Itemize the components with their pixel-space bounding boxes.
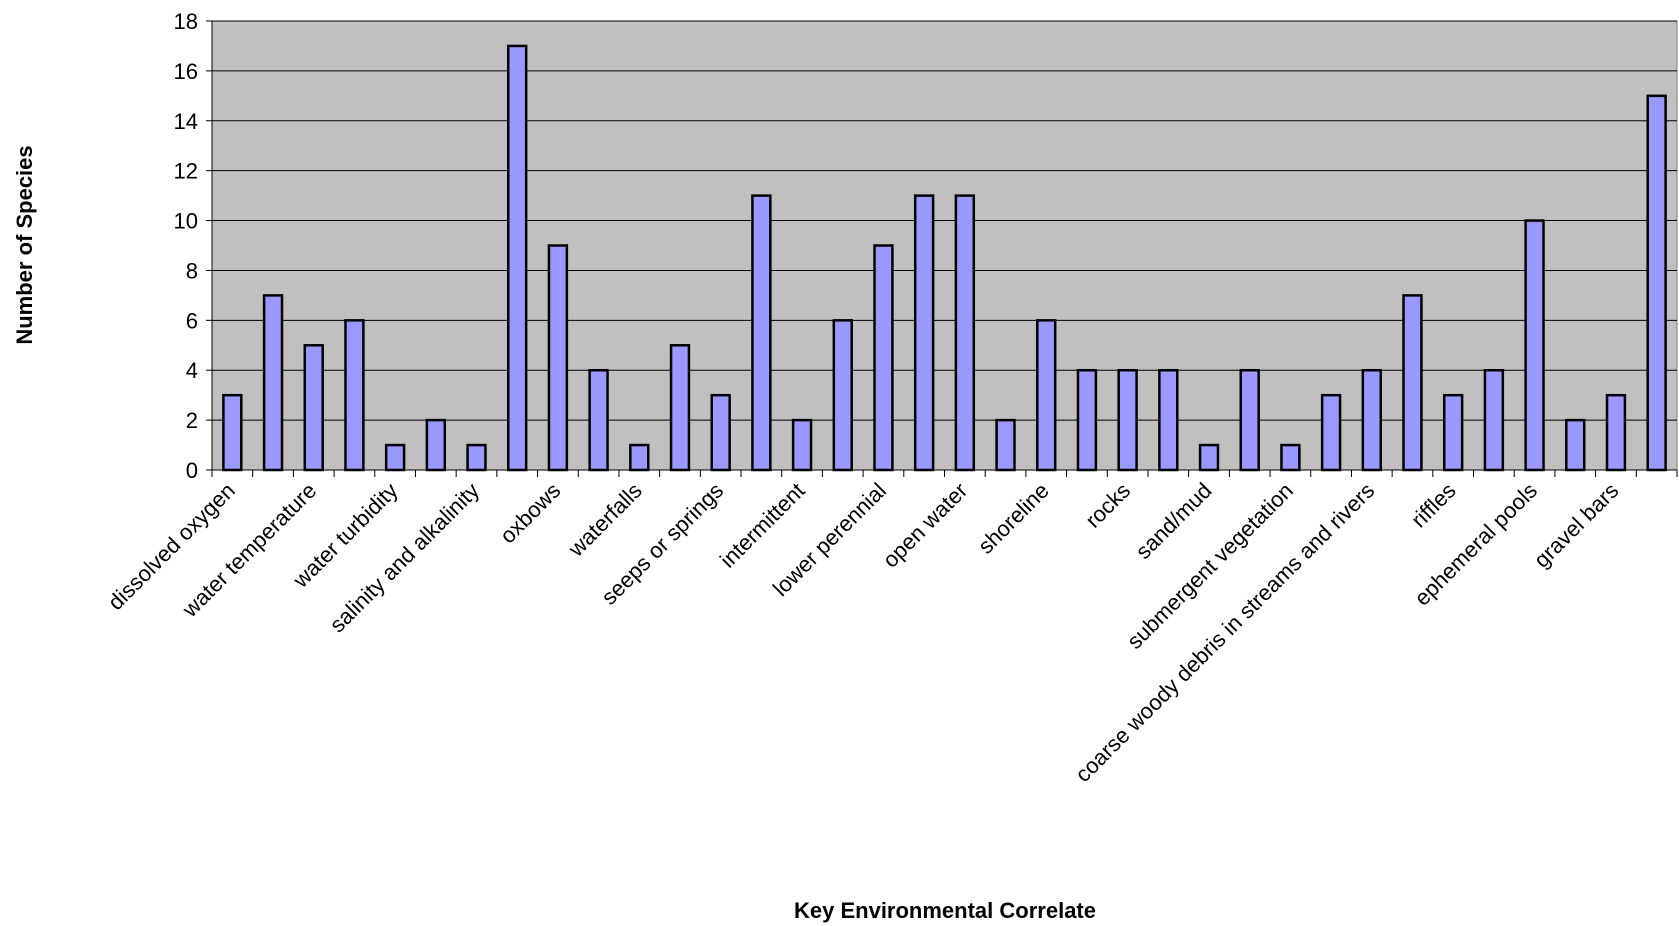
bar xyxy=(1565,418,1586,472)
bar xyxy=(954,194,976,472)
y-tick-label: 4 xyxy=(186,358,198,383)
y-tick-label: 14 xyxy=(174,109,198,134)
y-tick-label: 0 xyxy=(186,458,198,483)
x-tick-label: gravel bars xyxy=(1529,478,1624,573)
x-axis-title: Key Environmental Correlate xyxy=(794,898,1096,923)
x-tick-label: rocks xyxy=(1080,478,1135,533)
x-tick-label: shoreline xyxy=(973,478,1054,559)
bar xyxy=(751,194,772,472)
bar xyxy=(384,443,406,472)
bar xyxy=(588,368,609,472)
bar xyxy=(1320,393,1342,472)
bar xyxy=(1442,393,1464,472)
y-tick-label: 16 xyxy=(174,59,198,84)
bar xyxy=(466,443,487,472)
bar xyxy=(1524,219,1545,472)
bar xyxy=(1036,319,1057,472)
x-tick-label: riffles xyxy=(1406,478,1461,533)
bar xyxy=(1280,443,1301,472)
x-tick-label: coarse woody debris in streams and river… xyxy=(1070,478,1379,787)
x-tick-label: water temperature xyxy=(177,478,322,623)
bar xyxy=(1076,368,1098,472)
y-tick-label: 12 xyxy=(174,159,198,184)
bar xyxy=(995,418,1016,472)
x-tick-label: oxbows xyxy=(495,478,565,548)
x-tick-label: salinity and alkalinity xyxy=(325,478,484,637)
y-tick-label: 6 xyxy=(186,308,198,333)
bar xyxy=(1117,368,1138,472)
bar xyxy=(507,44,528,472)
bar xyxy=(1605,393,1627,472)
bar xyxy=(1198,443,1220,472)
bar xyxy=(629,443,650,472)
y-tick-label: 8 xyxy=(186,258,198,283)
x-tick-label: waterfalls xyxy=(563,478,647,562)
bar xyxy=(262,294,284,472)
bar xyxy=(710,393,731,472)
bar xyxy=(303,344,324,472)
bar xyxy=(669,344,691,472)
y-tick-label: 10 xyxy=(174,209,198,234)
bar xyxy=(1158,368,1179,472)
bar xyxy=(344,319,365,472)
y-tick-label: 2 xyxy=(186,408,198,433)
x-tick-label: sand/mud xyxy=(1131,478,1217,564)
x-tick-label: submergent vegetation xyxy=(1122,478,1298,654)
bar xyxy=(1402,294,1423,472)
bar xyxy=(1646,94,1667,472)
bar xyxy=(791,418,813,472)
bar xyxy=(913,194,935,472)
x-tick-label: open water xyxy=(878,478,973,573)
bar xyxy=(832,319,853,472)
bar xyxy=(1239,368,1260,472)
bar xyxy=(1483,368,1505,472)
bar xyxy=(873,244,894,472)
bar xyxy=(547,244,569,472)
bar xyxy=(425,418,447,472)
y-tick-label: 18 xyxy=(174,9,198,34)
plot-area xyxy=(211,20,1678,471)
y-axis-title: Number of Species xyxy=(12,145,37,344)
bar xyxy=(222,393,243,472)
bar xyxy=(1361,368,1382,472)
